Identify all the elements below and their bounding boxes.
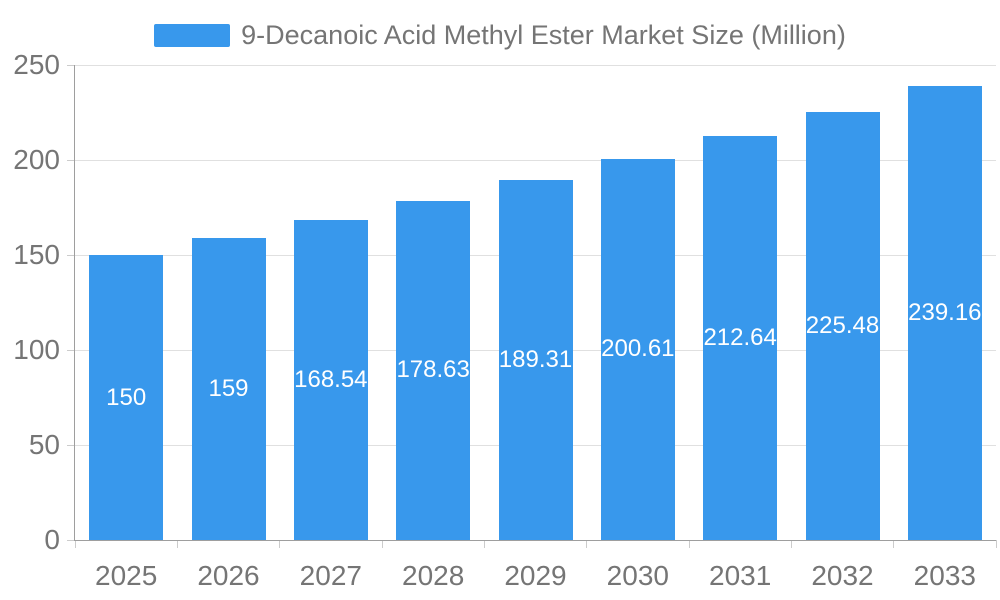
x-axis-label: 2031 — [709, 560, 772, 591]
x-axis-label: 2033 — [913, 560, 976, 591]
y-axis-label: 0 — [44, 524, 60, 555]
y-tick — [67, 254, 75, 256]
bar-2029[interactable] — [498, 180, 573, 540]
x-axis-label: 2032 — [811, 560, 874, 591]
y-tick — [67, 539, 75, 541]
x-tick — [586, 540, 588, 548]
y-axis-label: 100 — [13, 334, 60, 365]
bar-value-label: 200.61 — [601, 335, 675, 363]
y-axis-line — [74, 65, 75, 541]
y-tick — [67, 349, 75, 351]
bar-value-label: 150 — [106, 383, 147, 411]
x-tick — [279, 540, 281, 548]
x-axis-label: 2025 — [95, 560, 158, 591]
x-tick — [995, 540, 997, 548]
gridline — [75, 159, 996, 161]
x-tick — [483, 540, 485, 548]
bar-2030[interactable] — [600, 158, 675, 540]
chart-legend[interactable]: 9-Decanoic Acid Methyl Ester Market Size… — [0, 20, 1000, 50]
bar-2027[interactable] — [293, 219, 368, 540]
bar-2025[interactable] — [89, 255, 164, 540]
y-axis-label: 150 — [13, 239, 60, 270]
bar-value-label: 168.54 — [294, 365, 368, 393]
gridline — [75, 64, 996, 66]
y-tick — [67, 444, 75, 446]
y-axis-label: 250 — [13, 49, 60, 80]
y-axis-label: 200 — [13, 144, 60, 175]
bar-2026[interactable] — [191, 237, 266, 540]
x-tick — [176, 540, 178, 548]
x-axis-label: 2029 — [504, 560, 567, 591]
x-axis-line — [74, 540, 996, 541]
x-axis-label: 2028 — [402, 560, 465, 591]
bar-2033[interactable] — [907, 85, 982, 540]
x-tick — [381, 540, 383, 548]
bar-value-label: 212.64 — [703, 323, 777, 351]
y-tick — [67, 159, 75, 161]
bar-2031[interactable] — [703, 135, 778, 540]
x-axis-label: 2027 — [299, 560, 362, 591]
bar-value-label: 159 — [208, 374, 249, 402]
x-axis-label: 2026 — [197, 560, 260, 591]
bar-2032[interactable] — [805, 111, 880, 540]
bar-value-label: 225.48 — [805, 311, 880, 339]
x-tick — [74, 540, 76, 548]
bar-value-label: 189.31 — [498, 346, 573, 374]
bar-value-label: 178.63 — [396, 356, 470, 384]
x-tick — [688, 540, 690, 548]
legend-swatch — [154, 23, 231, 47]
x-tick — [790, 540, 792, 548]
x-tick — [893, 540, 895, 548]
x-axis-label: 2030 — [606, 560, 669, 591]
bar-value-label: 239.16 — [908, 298, 982, 326]
legend-label: 9-Decanoic Acid Methyl Ester Market Size… — [241, 20, 846, 50]
y-axis-label: 50 — [28, 429, 60, 460]
bar-2028[interactable] — [396, 200, 471, 540]
y-tick — [67, 64, 75, 66]
